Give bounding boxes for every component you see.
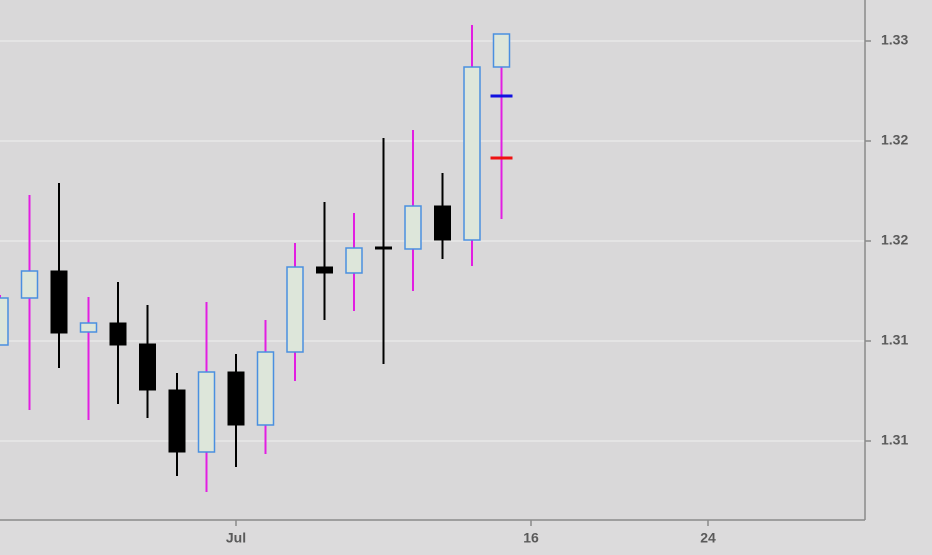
candle-body (256, 351, 275, 426)
x-tick-label: 16 (523, 530, 539, 546)
y-tick-label: 1.32 (881, 132, 908, 148)
candle-body (345, 247, 363, 274)
candle-body (375, 246, 392, 250)
candle-body (79, 322, 98, 333)
candle-body (227, 371, 245, 426)
candle-body (139, 343, 156, 391)
candle-body (50, 270, 68, 334)
candle-body (492, 33, 511, 68)
plot (0, 25, 513, 492)
candle-body (463, 66, 481, 241)
y-tick-label: 1.31 (881, 332, 908, 348)
x-tick-label: Jul (226, 530, 246, 546)
y-tick-label: 1.31 (881, 432, 908, 448)
candle-body (0, 297, 9, 346)
plot-area (0, 0, 865, 520)
candle-body (20, 270, 39, 299)
candle-body (434, 205, 451, 241)
candle-body (316, 266, 333, 274)
candle-body (197, 371, 216, 453)
candle-body (109, 322, 127, 346)
y-tick-label: 1.32 (881, 232, 908, 248)
candle-body (168, 389, 186, 453)
candle-body (286, 266, 304, 353)
candle-body (404, 205, 422, 250)
x-tick-label: 24 (700, 530, 716, 546)
axes: 1.33 1.32 1.32 1.31 1.31 Jul 16 24 (226, 32, 909, 546)
y-tick-label: 1.33 (881, 32, 908, 48)
grid (0, 40, 865, 442)
